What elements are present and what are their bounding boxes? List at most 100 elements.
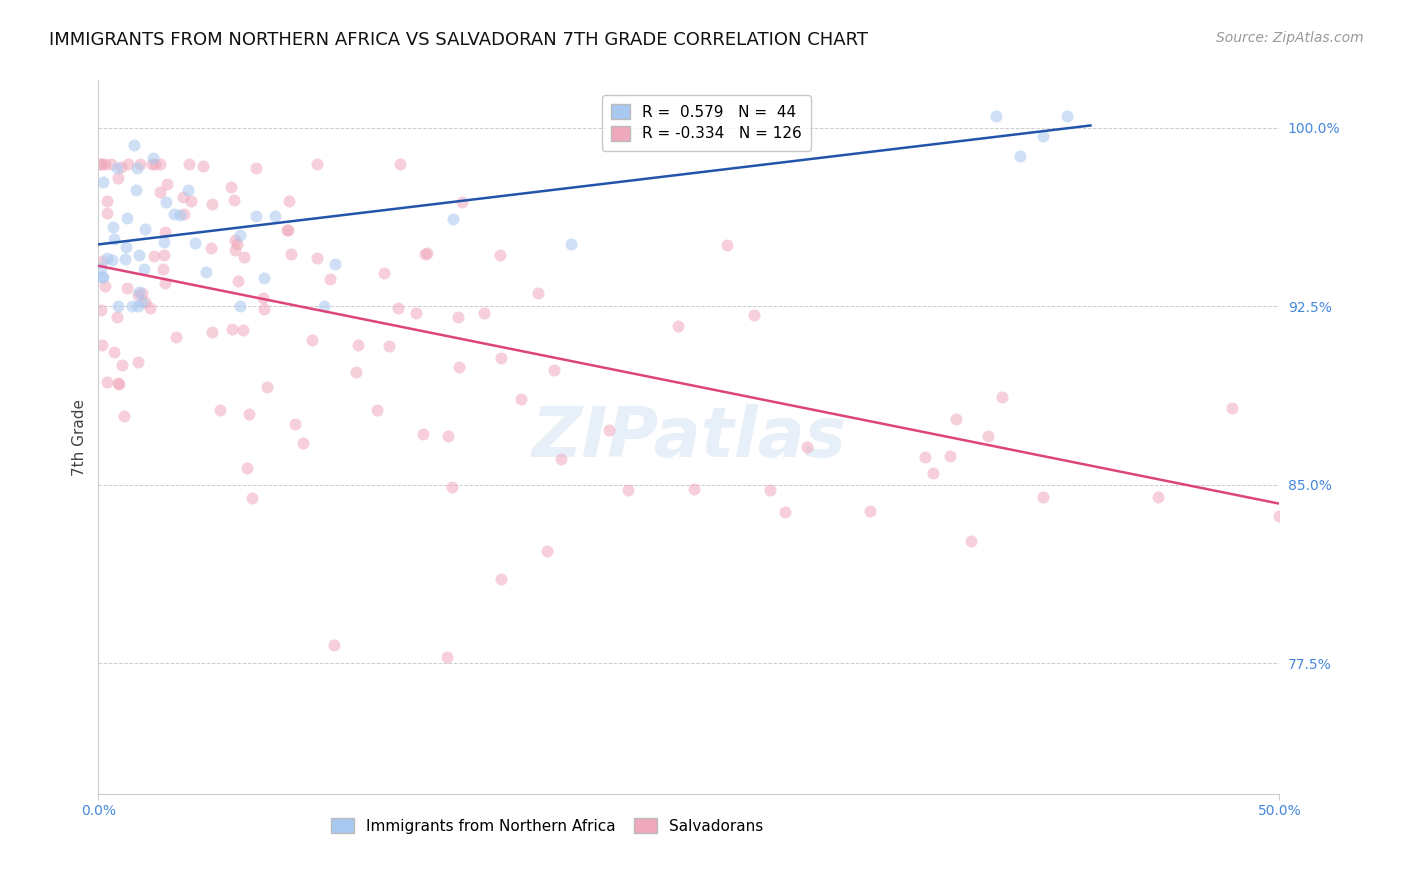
Point — [180, 194, 202, 209]
Point — [131, 295, 153, 310]
Point — [107, 376, 129, 391]
Point — [103, 232, 125, 246]
Legend: Immigrants from Northern Africa, Salvadorans: Immigrants from Northern Africa, Salvado… — [325, 812, 769, 839]
Point — [1386, 525, 1406, 540]
Point — [447, 310, 470, 324]
Point — [129, 156, 152, 170]
Point — [134, 295, 156, 310]
Point — [436, 650, 458, 665]
Point — [1032, 490, 1054, 504]
Point — [489, 351, 512, 365]
Point — [91, 269, 114, 284]
Point — [960, 533, 983, 548]
Point — [256, 379, 278, 393]
Point — [90, 157, 112, 171]
Point — [224, 233, 246, 247]
Point — [143, 156, 166, 170]
Point — [413, 247, 436, 261]
Point — [1316, 639, 1339, 653]
Point — [173, 207, 195, 221]
Point — [169, 208, 191, 222]
Point — [922, 466, 945, 480]
Point — [319, 272, 342, 286]
Point — [509, 392, 531, 406]
Point — [96, 251, 118, 265]
Point — [100, 156, 122, 170]
Point — [1146, 490, 1168, 504]
Point — [253, 271, 276, 285]
Point — [245, 161, 267, 175]
Point — [233, 250, 256, 264]
Point — [990, 390, 1012, 404]
Point — [105, 310, 128, 325]
Point — [128, 248, 150, 262]
Point — [90, 302, 112, 317]
Point — [128, 285, 150, 300]
Point — [124, 183, 146, 197]
Point — [252, 291, 274, 305]
Point — [277, 223, 299, 237]
Point — [112, 409, 135, 424]
Point — [125, 161, 148, 176]
Point — [122, 138, 145, 153]
Point — [221, 322, 243, 336]
Point — [165, 330, 187, 344]
Point — [1008, 148, 1031, 162]
Point — [90, 260, 112, 275]
Point — [914, 450, 936, 464]
Point — [228, 274, 250, 288]
Point — [527, 285, 550, 300]
Point — [284, 417, 307, 431]
Point — [201, 325, 224, 339]
Point — [276, 223, 298, 237]
Point — [111, 358, 134, 372]
Point — [91, 254, 114, 268]
Point — [96, 375, 118, 389]
Point — [344, 365, 367, 379]
Text: Source: ZipAtlas.com: Source: ZipAtlas.com — [1216, 31, 1364, 45]
Point — [219, 179, 242, 194]
Point — [153, 247, 176, 261]
Point — [127, 299, 149, 313]
Point — [105, 161, 128, 175]
Point — [115, 281, 138, 295]
Point — [229, 228, 252, 243]
Point — [312, 299, 335, 313]
Point — [155, 194, 177, 209]
Point — [226, 237, 249, 252]
Point — [280, 246, 302, 260]
Point — [447, 359, 470, 374]
Point — [240, 491, 263, 505]
Point — [156, 177, 179, 191]
Point — [377, 339, 399, 353]
Point — [682, 483, 704, 497]
Point — [177, 183, 200, 197]
Point — [474, 306, 496, 320]
Point — [238, 407, 260, 421]
Point — [152, 235, 174, 250]
Point — [560, 236, 582, 251]
Point — [142, 249, 165, 263]
Text: IMMIGRANTS FROM NORTHERN AFRICA VS SALVADORAN 7TH GRADE CORRELATION CHART: IMMIGRANTS FROM NORTHERN AFRICA VS SALVA… — [49, 31, 869, 49]
Point — [488, 248, 510, 262]
Point — [94, 156, 117, 170]
Point — [142, 151, 165, 165]
Point — [103, 345, 125, 359]
Point — [347, 337, 370, 351]
Point — [177, 156, 200, 170]
Point — [91, 338, 114, 352]
Point — [759, 483, 782, 498]
Point — [305, 156, 328, 170]
Point — [796, 440, 818, 454]
Point — [322, 638, 344, 652]
Point — [149, 156, 172, 170]
Point — [405, 306, 427, 320]
Point — [373, 266, 395, 280]
Point — [1220, 401, 1243, 415]
Point — [96, 194, 118, 208]
Point — [550, 451, 572, 466]
Point — [305, 251, 328, 265]
Point — [229, 299, 252, 313]
Point — [617, 483, 640, 497]
Text: ZIPatlas: ZIPatlas — [531, 403, 846, 471]
